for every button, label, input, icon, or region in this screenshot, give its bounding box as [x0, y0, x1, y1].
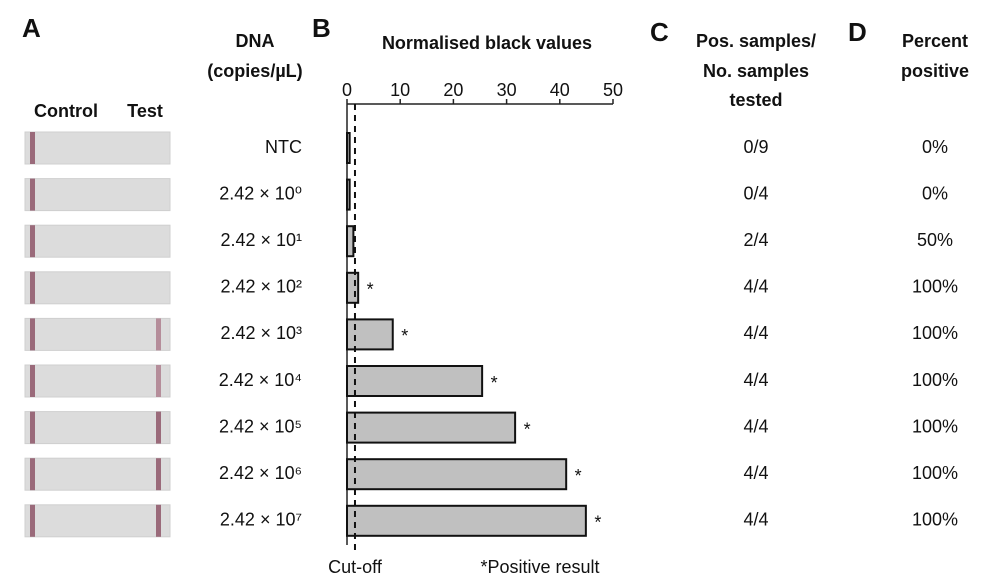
table-cell: 4/4 — [743, 370, 768, 390]
panel-letter: D — [848, 17, 867, 47]
table-cell: 100% — [912, 416, 958, 436]
table-cell: 2/4 — [743, 230, 768, 250]
bar — [346, 225, 355, 258]
table-cell: 100% — [912, 323, 958, 343]
table-cell: 100% — [912, 277, 958, 297]
strip-header: Control — [34, 101, 98, 121]
bar — [346, 132, 351, 164]
significance-marker: * — [491, 373, 498, 393]
test-strip — [24, 271, 171, 305]
x-tick-label: 40 — [550, 80, 570, 100]
control-line — [30, 504, 35, 537]
bar — [346, 365, 484, 397]
test-line — [156, 411, 161, 444]
significance-marker: * — [524, 419, 531, 439]
bar — [346, 318, 394, 351]
note: *Positive result — [480, 557, 599, 577]
bar — [346, 504, 587, 537]
column-header: Pos. samples/ — [696, 31, 816, 51]
x-tick-label: 30 — [497, 80, 517, 100]
cutoff-label: Cut-off — [328, 557, 383, 577]
table-cell: 100% — [912, 370, 958, 390]
column-header: (copies/µL) — [207, 61, 302, 81]
panel-letter: C — [650, 17, 669, 47]
category-label: 2.42 × 10⁵ — [219, 416, 302, 436]
panel-letter: A — [22, 13, 41, 43]
control-line — [30, 458, 35, 491]
control-line — [30, 225, 35, 258]
column-header: No. samples — [703, 61, 809, 81]
significance-marker: * — [367, 280, 374, 300]
chart-title: Normalised black values — [382, 33, 592, 53]
table-cell: 100% — [912, 510, 958, 530]
table-cell: 4/4 — [743, 277, 768, 297]
test-strip — [24, 131, 171, 165]
x-tick-label: 10 — [390, 80, 410, 100]
test-strip — [24, 457, 171, 491]
test-strip — [24, 411, 171, 445]
test-strip — [24, 178, 171, 212]
bar — [346, 411, 517, 444]
x-tick-label: 20 — [443, 80, 463, 100]
table-cell: 50% — [917, 230, 953, 250]
category-label: 2.42 × 10¹ — [220, 230, 302, 250]
bar — [346, 458, 568, 491]
column-header: tested — [729, 90, 782, 110]
x-tick-label: 0 — [342, 80, 352, 100]
test-line — [156, 458, 161, 491]
column-header: positive — [901, 61, 969, 81]
bar — [346, 271, 360, 304]
control-line — [30, 178, 35, 211]
category-label: 2.42 × 10² — [220, 277, 302, 297]
significance-marker: * — [594, 513, 601, 533]
category-label: 2.42 × 10⁴ — [219, 370, 302, 390]
test-line — [156, 365, 161, 397]
test-strip — [24, 224, 171, 258]
control-line — [30, 271, 35, 304]
control-line — [30, 411, 35, 444]
category-label: 2.42 × 10⁷ — [220, 510, 302, 530]
column-header: DNA — [236, 31, 275, 51]
control-line — [30, 132, 35, 164]
test-line — [156, 318, 161, 351]
table-cell: 4/4 — [743, 463, 768, 483]
table-cell: 0% — [922, 137, 948, 157]
bar — [346, 178, 351, 211]
column-header: Percent — [902, 31, 968, 51]
strip-header: Test — [127, 101, 163, 121]
control-line — [30, 318, 35, 351]
control-line — [30, 365, 35, 397]
significance-marker: * — [575, 466, 582, 486]
category-label: NTC — [265, 137, 302, 157]
table-cell: 100% — [912, 463, 958, 483]
category-label: 2.42 × 10⁰ — [219, 183, 302, 203]
table-cell: 0/9 — [743, 137, 768, 157]
table-cell: 0% — [922, 183, 948, 203]
table-cell: 4/4 — [743, 416, 768, 436]
table-cell: 0/4 — [743, 183, 768, 203]
panel-letter: B — [312, 13, 331, 43]
test-strip — [24, 317, 171, 351]
significance-marker: * — [401, 326, 408, 346]
table-cell: 4/4 — [743, 510, 768, 530]
test-strip — [24, 364, 171, 398]
category-label: 2.42 × 10³ — [220, 323, 302, 343]
test-strip — [24, 504, 171, 538]
x-tick-label: 50 — [603, 80, 623, 100]
category-label: 2.42 × 10⁶ — [219, 463, 302, 483]
test-line — [156, 504, 161, 537]
table-cell: 4/4 — [743, 323, 768, 343]
